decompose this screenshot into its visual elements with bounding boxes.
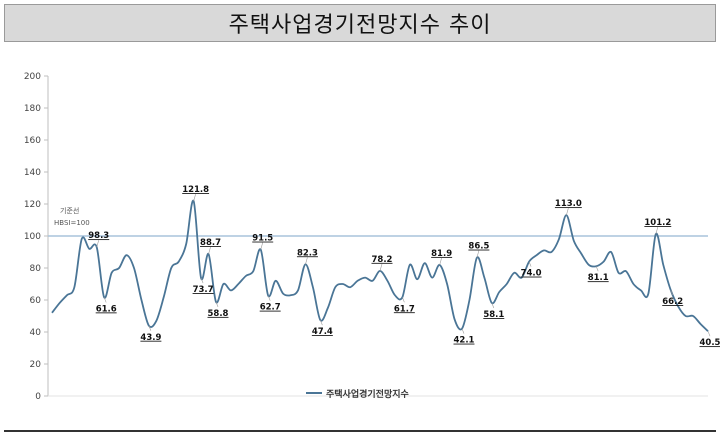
bottom-divider: [4, 430, 716, 432]
data-label: 78.2: [372, 255, 393, 265]
data-label-leader: [439, 257, 442, 266]
data-label-leader: [193, 194, 196, 202]
y-tick-label: 20: [30, 360, 42, 370]
data-label-leader: [566, 208, 569, 216]
data-label-leader: [655, 226, 659, 235]
chart-title-bar: 주택사업경기전망지수 추이: [4, 4, 716, 42]
data-label: 88.7: [200, 238, 221, 248]
data-label: 81.1: [588, 273, 609, 283]
data-label: 58.8: [208, 309, 229, 319]
data-label-leader: [402, 297, 405, 303]
reference-line-group: 기준선 HBSI=100: [48, 206, 708, 237]
data-label: 62.7: [260, 303, 281, 313]
data-label-leader: [267, 295, 271, 301]
data-label: 82.3: [297, 248, 318, 258]
data-label-leader: [595, 266, 599, 272]
data-label: 74.0: [521, 269, 542, 279]
data-label: 121.8: [182, 185, 209, 195]
data-label: 42.1: [454, 336, 475, 346]
data-label-leader: [215, 301, 219, 308]
legend-label: 주택사업경기전망지수: [326, 388, 409, 400]
data-label-leader: [260, 242, 264, 250]
data-label: 91.5: [252, 234, 273, 244]
data-label: 98.3: [88, 231, 109, 241]
data-label-leader: [208, 246, 211, 255]
data-label-leader: [379, 263, 383, 271]
chart-title: 주택사업경기전망지수 추이: [228, 13, 492, 38]
data-label-leader: [707, 331, 711, 337]
y-tick-label: 120: [24, 200, 41, 210]
y-tick-label: 80: [30, 264, 42, 274]
y-tick-label: 0: [35, 392, 41, 402]
data-label-leader: [491, 302, 495, 309]
data-labels-group: 98.3 61.6 43.9 121.8 73.7 88.7 58.8 91.5 62.7 82.…: [88, 185, 720, 348]
data-label: 40.5: [700, 338, 720, 348]
y-axis: 0 20 40 60 80 100 120 140 160 180 200: [24, 72, 708, 402]
reference-label-line2: HBSI=100: [54, 219, 90, 227]
data-label-leader: [476, 250, 480, 258]
data-label-leader: [103, 297, 107, 303]
data-label-leader: [528, 261, 532, 267]
data-label: 81.9: [431, 249, 452, 259]
data-label: 113.0: [555, 199, 582, 209]
y-tick-label: 200: [24, 72, 41, 82]
data-label: 86.5: [468, 242, 489, 252]
data-label-leader: [320, 320, 323, 326]
data-label: 61.7: [394, 304, 415, 314]
y-tick-label: 60: [30, 296, 42, 306]
series-line: [51, 200, 709, 332]
y-tick-label: 160: [24, 136, 41, 146]
data-label: 43.9: [140, 333, 161, 343]
y-tick-label: 100: [24, 232, 41, 242]
data-label: 73.7: [193, 285, 214, 295]
y-tick-label: 180: [24, 104, 41, 114]
data-label-leader: [96, 240, 100, 248]
data-label: 101.2: [644, 218, 671, 228]
reference-label-line1: 기준선: [60, 206, 79, 215]
data-label-leader: [670, 289, 674, 296]
series-group: [51, 200, 709, 332]
legend: 주택사업경기전망지수: [306, 388, 409, 400]
data-label-leader: [305, 257, 308, 265]
data-label: 61.6: [96, 304, 117, 314]
y-tick-label: 140: [24, 168, 41, 178]
data-label: 66.2: [662, 297, 683, 307]
data-label: 58.1: [483, 310, 504, 320]
y-tick-label: 40: [30, 328, 42, 338]
data-label-leader: [461, 328, 465, 334]
data-label: 47.4: [312, 327, 333, 337]
data-label-leader: [200, 277, 204, 284]
data-label-leader: [148, 325, 152, 331]
